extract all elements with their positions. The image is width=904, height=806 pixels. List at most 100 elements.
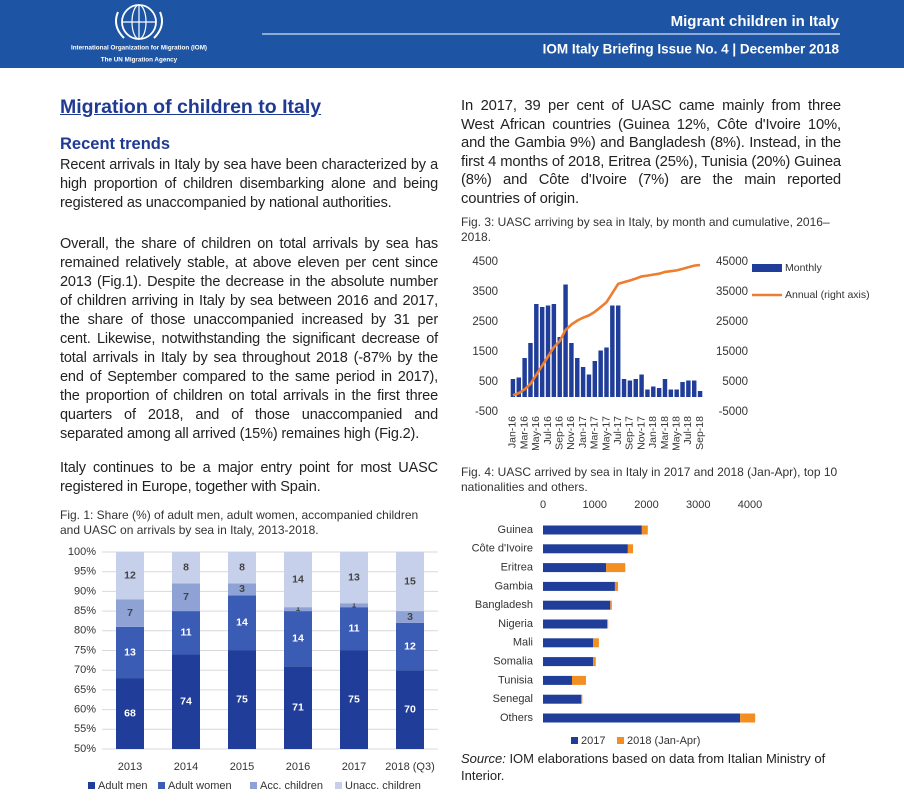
bar-segment: [543, 657, 594, 667]
x-tick-label: Mar-18: [659, 416, 671, 449]
y-tick-label: Mali: [513, 637, 533, 649]
y-tick-label: 90%: [74, 585, 96, 597]
x-tick-label: 2017: [342, 761, 366, 773]
section-title: Migration of children to Italy: [60, 96, 322, 118]
bar: [604, 347, 609, 397]
y-tick-label: 85%: [74, 605, 96, 617]
value-label: 13: [348, 571, 360, 583]
x-tick-label: Jul-16: [542, 416, 554, 445]
source-note: Source: IOM elaborations based on data f…: [461, 750, 841, 784]
bar: [580, 367, 586, 397]
bar-segment: [543, 544, 628, 554]
bar: [627, 380, 633, 397]
value-label: 70: [404, 703, 416, 715]
y-tick-label: Bangladesh: [475, 599, 533, 611]
x-tick-label: Nov-16: [565, 416, 577, 450]
x-tick-label: Sep-17: [624, 416, 636, 450]
logo-laurels: [115, 11, 163, 39]
y-tick-label: 100%: [68, 546, 96, 558]
y-tick-label: 3500: [472, 286, 498, 298]
y2-tick-label: 35000: [716, 286, 748, 298]
x-tick-label: Sep-16: [553, 416, 565, 450]
header-title: Migrant children in Italy: [671, 13, 840, 30]
value-label: 15: [404, 575, 416, 587]
bar-segment: [610, 600, 612, 610]
legend-swatch: [158, 782, 165, 789]
bar: [557, 337, 562, 397]
bar-segment: [543, 581, 615, 591]
x-tick-label: Mar-17: [589, 416, 601, 449]
x-tick-label: May-16: [530, 416, 542, 450]
x-tick-label: 2014: [174, 761, 198, 773]
chart: 50%55%60%65%70%75%80%85%90%95%100%681371…: [68, 546, 438, 792]
paragraph: Overall, the share of children on total …: [60, 236, 438, 442]
paragraph: Italy continues to be a major entry poin…: [60, 460, 438, 495]
x-tick-label: 0: [540, 499, 546, 511]
value-label: 8: [183, 562, 189, 574]
bar-segment: [116, 552, 144, 600]
y-tick-label: 65%: [74, 684, 96, 696]
legend-label: Acc. children: [260, 780, 323, 792]
bar: [551, 304, 557, 397]
bar-segment: [116, 626, 144, 679]
bar-segment: [172, 552, 200, 584]
y-tick-label: 50%: [74, 743, 96, 755]
y-tick-label: 500: [479, 376, 498, 388]
bar-segment: [543, 713, 741, 723]
x-tick-label: 2000: [634, 499, 658, 511]
value-label: 75: [236, 694, 248, 706]
x-tick-label: May-18: [670, 416, 682, 450]
legend-label: Monthly: [785, 262, 823, 274]
bar-segment: [284, 611, 312, 667]
bar-segment: [593, 638, 599, 648]
subsection-title: Recent trends: [60, 135, 171, 153]
line: [512, 263, 701, 397]
bar: [662, 379, 668, 397]
x-tick-label: 2018 (Q3): [385, 761, 435, 773]
value-label: 14: [236, 617, 248, 629]
org-tagline: The UN Migration Agency: [101, 57, 178, 64]
bar-segment: [740, 713, 756, 723]
value-label: 7: [183, 591, 189, 603]
x-tick-label: 2016: [286, 761, 310, 773]
value-label: 11: [180, 627, 191, 639]
y-tick-label: Guinea: [498, 524, 534, 536]
bar-segment: [543, 525, 642, 535]
y2-tick-label: 5000: [722, 376, 748, 388]
bar: [592, 361, 598, 397]
x-tick-label: 3000: [686, 499, 710, 511]
y-tick-label: 4500: [472, 256, 498, 268]
bar-segment: [340, 603, 368, 608]
bar-segment: [606, 563, 626, 573]
bar: [522, 358, 527, 397]
y-tick-label: 95%: [74, 566, 96, 578]
value-label: 13: [124, 646, 136, 658]
y2-tick-label: 25000: [716, 316, 748, 328]
bar: [569, 343, 574, 397]
value-label: 11: [348, 623, 359, 635]
y-tick-label: 55%: [74, 723, 96, 735]
bar-segment: [172, 654, 200, 749]
legend-label: Unacc. children: [345, 780, 421, 792]
bar-segment: [116, 678, 144, 749]
y-tick-label: Senegal: [493, 693, 533, 705]
bar: [563, 284, 568, 397]
value-label: 1: [352, 600, 357, 609]
x-tick-label: Jul-18: [682, 416, 694, 445]
bar-segment: [614, 581, 619, 591]
x-tick-label: Jan-16: [507, 416, 519, 448]
bar-segment: [172, 611, 200, 655]
bar-segment: [543, 675, 572, 685]
bar-segment: [228, 583, 256, 596]
bar: [680, 382, 685, 397]
figure-title: Fig. 4: UASC arrived by sea in Italy in …: [461, 465, 838, 494]
x-tick-label: May-17: [600, 416, 612, 450]
bar-segment: [172, 583, 200, 612]
bar: [621, 379, 627, 397]
bar: [539, 307, 545, 397]
y-tick-label: Côte d'Ivoire: [472, 543, 533, 555]
bar-segment: [581, 694, 583, 704]
bar-segment: [116, 599, 144, 627]
bar-segment: [543, 694, 582, 704]
